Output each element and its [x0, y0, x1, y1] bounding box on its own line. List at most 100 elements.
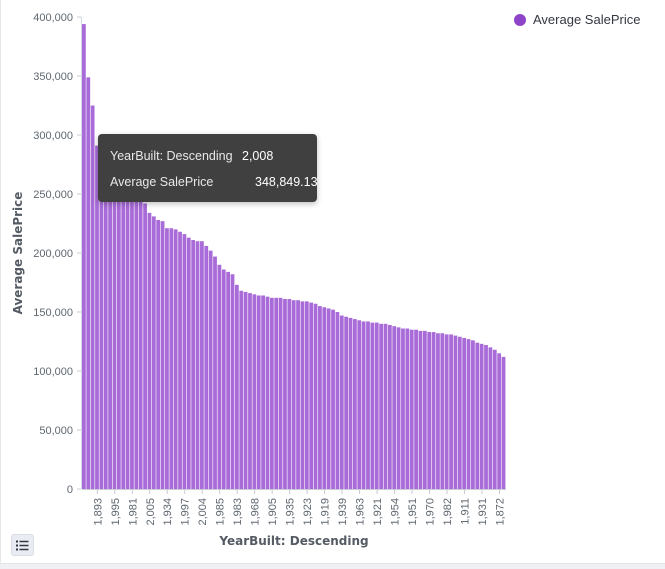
- bar[interactable]: [248, 293, 252, 489]
- bar[interactable]: [344, 316, 349, 489]
- bar[interactable]: [256, 295, 261, 489]
- bar[interactable]: [138, 198, 143, 489]
- bar[interactable]: [361, 321, 366, 489]
- bar[interactable]: [387, 324, 392, 489]
- bar[interactable]: [300, 301, 305, 489]
- bar[interactable]: [217, 264, 222, 489]
- bar[interactable]: [366, 321, 370, 489]
- bar[interactable]: [357, 320, 362, 489]
- bar[interactable]: [165, 228, 169, 489]
- bar[interactable]: [466, 339, 471, 489]
- bar[interactable]: [90, 105, 95, 490]
- bar[interactable]: [497, 353, 502, 489]
- bar[interactable]: [130, 164, 134, 490]
- bar[interactable]: [444, 334, 449, 489]
- bar[interactable]: [86, 77, 91, 490]
- bar[interactable]: [501, 356, 506, 489]
- bar[interactable]: [169, 228, 174, 489]
- bar[interactable]: [383, 323, 388, 489]
- bar[interactable]: [269, 297, 274, 489]
- bar[interactable]: [401, 328, 405, 489]
- bar[interactable]: [318, 306, 322, 489]
- legend-toggle-button[interactable]: [11, 534, 34, 556]
- bar[interactable]: [326, 308, 331, 489]
- bar[interactable]: [370, 322, 375, 489]
- bar[interactable]: [156, 219, 161, 489]
- bar[interactable]: [287, 299, 292, 489]
- bar[interactable]: [304, 301, 309, 489]
- bar[interactable]: [116, 156, 121, 490]
- bar[interactable]: [339, 315, 344, 489]
- bar[interactable]: [178, 231, 182, 489]
- bar[interactable]: [427, 332, 432, 489]
- bar[interactable]: [462, 337, 467, 489]
- bar[interactable]: [234, 284, 239, 489]
- legend[interactable]: Average SalePrice: [514, 12, 640, 27]
- bar[interactable]: [274, 297, 279, 489]
- bar[interactable]: [95, 145, 99, 489]
- bar[interactable]: [414, 329, 418, 489]
- bar[interactable]: [449, 334, 453, 489]
- bar[interactable]: [112, 155, 117, 489]
- bar[interactable]: [453, 335, 458, 489]
- bar[interactable]: [431, 332, 436, 489]
- bar[interactable]: [475, 342, 480, 489]
- bar[interactable]: [422, 330, 427, 489]
- bar[interactable]: [252, 294, 257, 489]
- bar[interactable]: [191, 240, 196, 489]
- bar[interactable]: [313, 303, 318, 489]
- bar[interactable]: [143, 203, 147, 489]
- bar[interactable]: [392, 326, 397, 489]
- bar[interactable]: [291, 300, 296, 489]
- bar[interactable]: [213, 256, 217, 489]
- bar[interactable]: [457, 336, 462, 489]
- bar[interactable]: [151, 216, 156, 490]
- bar[interactable]: [322, 307, 327, 489]
- bar[interactable]: [125, 158, 130, 489]
- bar[interactable]: [405, 328, 410, 489]
- bar[interactable]: [186, 237, 191, 489]
- bar[interactable]: [134, 170, 139, 489]
- bar[interactable]: [239, 290, 244, 489]
- bar[interactable]: [278, 297, 283, 489]
- bar[interactable]: [396, 327, 401, 489]
- bar[interactable]: [484, 345, 488, 489]
- bar[interactable]: [283, 299, 287, 489]
- bar[interactable]: [226, 271, 231, 489]
- bar[interactable]: [82, 24, 86, 490]
- bar[interactable]: [173, 229, 178, 489]
- bar[interactable]: [335, 312, 340, 489]
- bar[interactable]: [436, 333, 440, 489]
- bar[interactable]: [195, 241, 200, 489]
- bar[interactable]: [182, 234, 187, 489]
- bar[interactable]: [309, 302, 314, 489]
- bar[interactable]: [296, 300, 300, 489]
- x-tick-label: 1,919: [320, 498, 332, 526]
- bar[interactable]: [379, 323, 384, 489]
- bar[interactable]: [204, 245, 209, 489]
- bar[interactable]: [121, 157, 126, 490]
- bar[interactable]: [471, 340, 475, 489]
- bar[interactable]: [147, 212, 152, 489]
- bar[interactable]: [200, 241, 204, 489]
- bar[interactable]: [348, 317, 353, 489]
- bar[interactable]: [331, 309, 335, 489]
- bar[interactable]: [488, 347, 493, 489]
- bar[interactable]: [265, 296, 270, 489]
- bar[interactable]: [353, 319, 357, 489]
- bar[interactable]: [418, 330, 423, 489]
- bar[interactable]: [479, 343, 484, 489]
- bar[interactable]: [103, 150, 108, 489]
- bar[interactable]: [440, 333, 445, 489]
- bar[interactable]: [243, 291, 248, 489]
- bar[interactable]: [108, 151, 112, 489]
- bar[interactable]: [230, 274, 235, 489]
- bar[interactable]: [208, 250, 213, 489]
- bar[interactable]: [99, 147, 104, 490]
- bar[interactable]: [261, 295, 265, 489]
- bar[interactable]: [160, 221, 165, 489]
- bar[interactable]: [409, 329, 414, 489]
- bar[interactable]: [221, 269, 226, 489]
- bar[interactable]: [492, 349, 497, 489]
- bar[interactable]: [374, 322, 379, 489]
